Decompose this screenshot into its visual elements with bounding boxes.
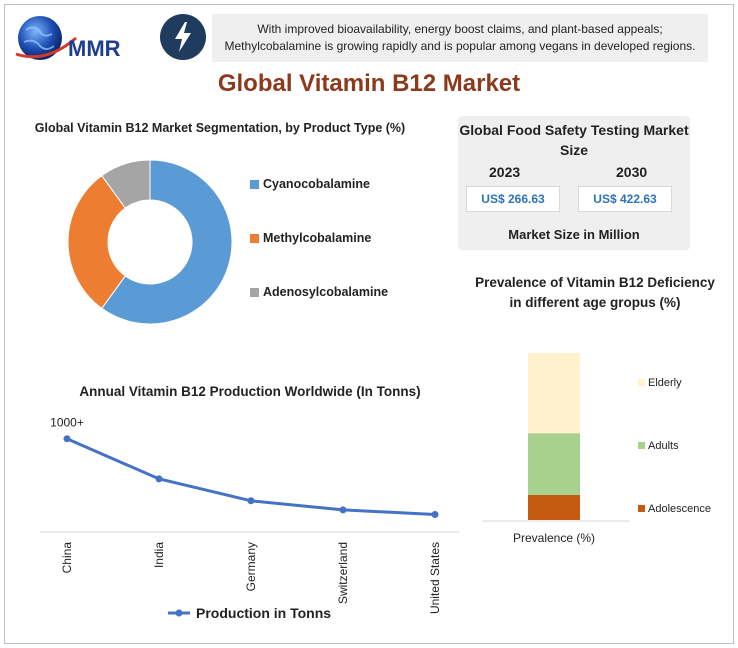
legend-label-adolescence: Adolescence — [648, 503, 711, 515]
x-tick-india: India — [152, 542, 166, 568]
legend-marker — [175, 609, 183, 617]
market-size-card: Global Food Safety Testing Market Size 2… — [458, 116, 690, 250]
segmentation-chart-title: Global Vitamin B12 Market Segmentation, … — [34, 121, 406, 135]
data-point-china — [63, 435, 71, 443]
legend-label: Adenosylcobalamine — [263, 285, 389, 299]
prevalence-stacked-bar-chart: Prevalence (%) Adolescence Adults Elderly — [482, 353, 711, 545]
legend-label-elderly: Elderly — [648, 377, 682, 389]
market-value-2023: US$ 266.63 — [466, 186, 560, 212]
bar-segment-adolescence — [528, 494, 580, 520]
lightning-icon — [160, 14, 206, 60]
legend-label: Cyanocobalamine — [263, 177, 370, 191]
data-point-switzerland — [339, 506, 347, 514]
data-point-germany — [247, 497, 255, 505]
globe-icon — [18, 16, 62, 60]
donut-slice-adenosylcobalamine — [101, 159, 151, 209]
market-value-2030: US$ 422.63 — [578, 186, 672, 212]
data-point-united-states — [431, 510, 439, 518]
legend-swatch-blue — [250, 179, 259, 189]
x-tick-china: China — [60, 542, 74, 574]
prevalence-chart-title: Prevalence of Vitamin B12 Deficiency in … — [475, 275, 715, 310]
data-label-china: 1000+ — [50, 416, 84, 430]
insight-banner: With improved bioavailability, energy bo… — [212, 14, 708, 62]
mmr-logo: MMR — [15, 16, 121, 61]
legend-item-methylcobalamine: Methylcobalamine — [250, 231, 371, 245]
x-tick-switzerland: Switzerland — [336, 542, 350, 604]
production-chart-title: Annual Vitamin B12 Production Worldwide … — [79, 384, 421, 399]
legend-label-adults: Adults — [648, 440, 679, 452]
market-size-footer: Market Size in Million — [508, 227, 640, 242]
legend-label-production: Production in Tonns — [196, 605, 331, 621]
legend-swatch-elderly — [638, 379, 645, 386]
legend-swatch-adolescence — [638, 505, 645, 512]
legend-swatch-adults — [638, 442, 645, 449]
donut-slice-cyanocobalamine — [101, 159, 233, 325]
bar-segment-adults — [528, 433, 580, 495]
x-tick-united-states: United States — [428, 542, 442, 614]
segmentation-donut-chart — [67, 159, 233, 325]
year-2023: 2023 — [489, 164, 521, 180]
x-tick-prevalence: Prevalence (%) — [513, 531, 595, 545]
legend-label: Methylcobalamine — [263, 231, 372, 245]
legend-item-adenosylcobalamine: Adenosylcobalamine — [250, 285, 388, 299]
x-tick-germany: Germany — [244, 542, 258, 591]
year-2030: 2030 — [616, 164, 648, 180]
data-point-india — [155, 475, 163, 483]
infographic-frame — [4, 4, 734, 644]
legend-item-cyanocobalamine: Cyanocobalamine — [250, 177, 370, 191]
bar-segment-elderly — [528, 353, 580, 434]
logo-text: MMR — [68, 36, 121, 61]
market-size-title: Global Food Safety Testing Market Size — [459, 122, 689, 158]
legend-swatch-orange — [250, 233, 259, 243]
donut-slice-methylcobalamine — [67, 174, 127, 310]
page-title: Global Vitamin B12 Market — [217, 70, 521, 97]
legend-swatch-gray — [250, 287, 259, 297]
production-line-chart: 1000+ China India Germany Switzerland United … — [40, 416, 460, 621]
